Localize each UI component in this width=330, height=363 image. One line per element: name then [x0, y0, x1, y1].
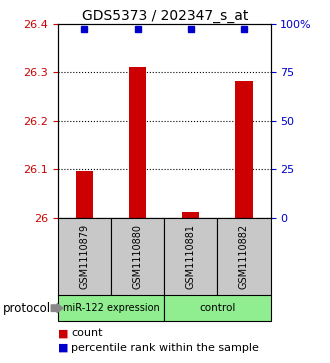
Bar [58, 295, 164, 321]
Bar [164, 218, 217, 296]
Text: count: count [71, 328, 102, 338]
Bar [129, 67, 146, 218]
Text: GSM1110880: GSM1110880 [133, 224, 143, 289]
Text: GSM1110881: GSM1110881 [186, 224, 196, 289]
Text: GDS5373 / 202347_s_at: GDS5373 / 202347_s_at [82, 9, 248, 23]
Text: GSM1110882: GSM1110882 [239, 224, 249, 289]
Text: control: control [199, 303, 236, 313]
Bar [236, 81, 252, 218]
Text: protocol: protocol [3, 302, 51, 315]
Bar [111, 218, 164, 296]
Text: miR-122 expression: miR-122 expression [63, 303, 159, 313]
Bar [182, 212, 199, 218]
Bar [58, 218, 111, 296]
Text: ■: ■ [58, 343, 68, 353]
Bar [217, 218, 271, 296]
Text: GSM1110879: GSM1110879 [79, 224, 89, 289]
Text: percentile rank within the sample: percentile rank within the sample [71, 343, 259, 353]
Bar [164, 295, 271, 321]
Text: ■: ■ [58, 328, 68, 338]
Bar [76, 171, 93, 218]
